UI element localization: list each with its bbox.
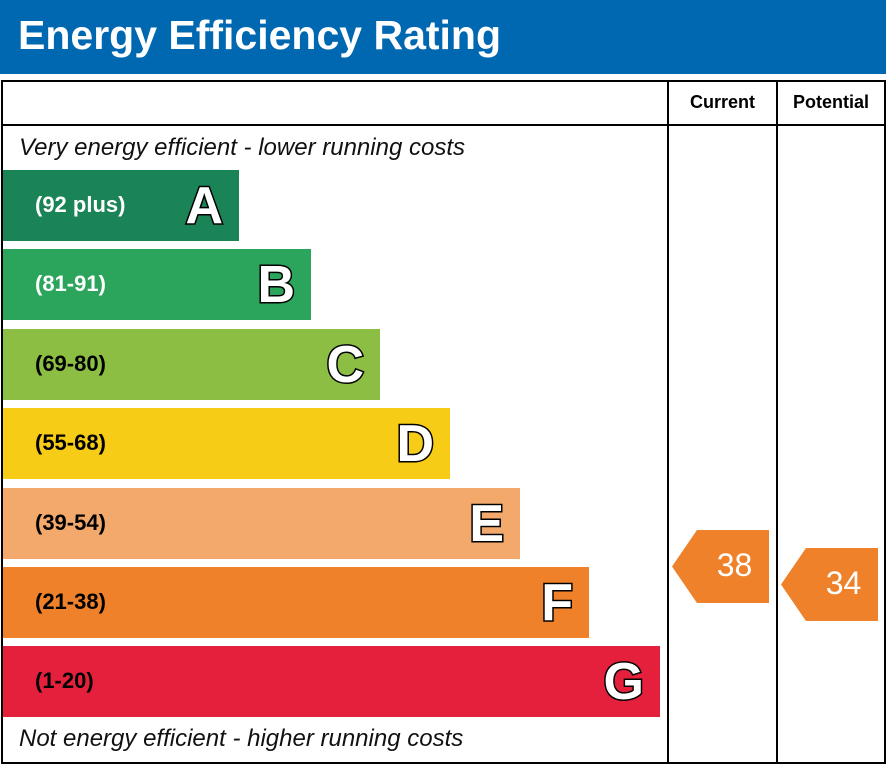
band-bar-e: (39-54) E (3, 488, 520, 559)
current-rating-arrow: 38 (672, 530, 769, 603)
band-range: (81-91) (35, 271, 106, 296)
band-range: (39-54) (35, 510, 106, 535)
band-range: (92 plus) (35, 192, 126, 217)
header-divider (1, 124, 886, 126)
potential-rating-arrow: 34 (781, 548, 878, 621)
band-range: (21-38) (35, 589, 106, 614)
potential-rating-value: 34 (825, 565, 862, 601)
band-range: (55-68) (35, 430, 106, 455)
current-rating-value: 38 (716, 547, 753, 583)
band-bar-f: (21-38) F (3, 567, 589, 638)
band-letter: D (395, 414, 436, 475)
column-divider (776, 80, 778, 764)
chart-frame (1, 80, 886, 764)
band-bar-c: (69-80) C (3, 329, 380, 400)
band-letter: G (602, 652, 645, 713)
band-letter: E (468, 494, 506, 555)
column-header-current: Current (689, 92, 755, 112)
column-divider (667, 80, 669, 764)
band-range: (69-80) (35, 351, 106, 376)
band-letter: A (184, 176, 225, 237)
band-bar-g: (1-20) G (3, 646, 660, 717)
band-bar-b: (81-91) B (3, 249, 311, 320)
bottom-note: Not energy efficient - higher running co… (19, 725, 464, 752)
band-letter: C (325, 335, 366, 396)
band-range: (1-20) (35, 668, 94, 693)
chart-title: Energy Efficiency Rating (18, 12, 502, 58)
column-header-potential: Potential (792, 92, 869, 112)
band-bar-a: (92 plus) A (3, 170, 239, 241)
band-bar-d: (55-68) D (3, 408, 450, 479)
title-bar: Energy Efficiency Rating (0, 0, 886, 74)
band-letter: F (540, 573, 575, 634)
band-letter: B (256, 255, 297, 316)
top-note: Very energy efficient - lower running co… (19, 134, 465, 161)
